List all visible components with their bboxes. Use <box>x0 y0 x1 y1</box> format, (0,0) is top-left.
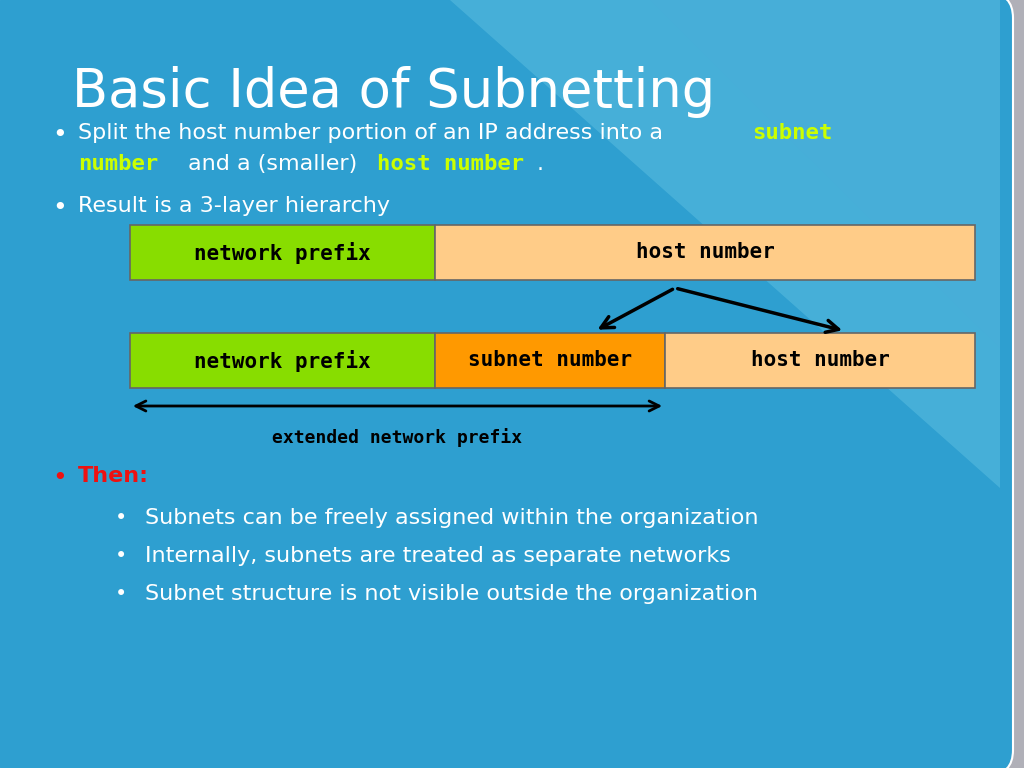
Text: and a (smaller): and a (smaller) <box>188 154 357 174</box>
FancyBboxPatch shape <box>130 225 435 280</box>
Text: network prefix: network prefix <box>195 241 371 263</box>
Text: Subnet structure is not visible outside the organization: Subnet structure is not visible outside … <box>145 584 758 604</box>
Polygon shape <box>450 0 1000 488</box>
Text: •: • <box>52 196 67 220</box>
Text: Then:: Then: <box>78 466 150 486</box>
FancyBboxPatch shape <box>665 333 975 388</box>
FancyBboxPatch shape <box>435 333 665 388</box>
Text: host number: host number <box>751 350 890 370</box>
Text: number: number <box>78 154 159 174</box>
Text: Result is a 3-layer hierarchy: Result is a 3-layer hierarchy <box>78 196 390 216</box>
Text: Internally, subnets are treated as separate networks: Internally, subnets are treated as separ… <box>145 546 731 566</box>
Text: .: . <box>537 154 544 174</box>
Text: extended network prefix: extended network prefix <box>272 428 522 447</box>
Text: subnet: subnet <box>752 123 833 143</box>
Text: subnet number: subnet number <box>468 350 632 370</box>
Text: •: • <box>52 466 67 490</box>
Text: host number: host number <box>636 243 774 263</box>
Polygon shape <box>650 0 1000 348</box>
FancyBboxPatch shape <box>130 333 435 388</box>
Text: Subnets can be freely assigned within the organization: Subnets can be freely assigned within th… <box>145 508 759 528</box>
FancyBboxPatch shape <box>435 225 975 280</box>
Text: •: • <box>52 123 67 147</box>
Text: •: • <box>115 508 127 528</box>
Text: Split the host number portion of an IP address into a: Split the host number portion of an IP a… <box>78 123 663 143</box>
Text: network prefix: network prefix <box>195 349 371 372</box>
Text: host number: host number <box>377 154 524 174</box>
Text: •: • <box>115 546 127 566</box>
Text: Basic Idea of Subnetting: Basic Idea of Subnetting <box>72 66 715 118</box>
Text: •: • <box>115 584 127 604</box>
